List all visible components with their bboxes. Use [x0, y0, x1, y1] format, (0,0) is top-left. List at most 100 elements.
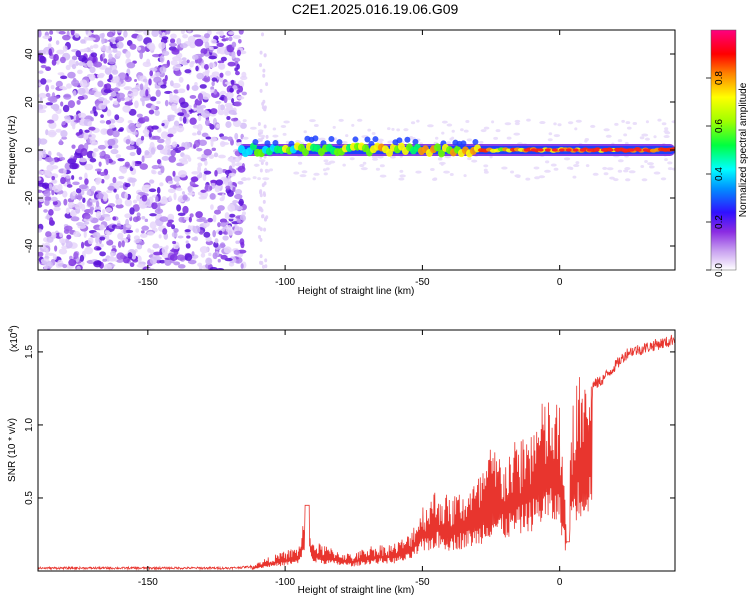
colorbar-tick-label: 0.4 [714, 167, 725, 181]
noise-speck [38, 195, 46, 203]
noise-speck [151, 164, 160, 170]
noise-speck [211, 77, 218, 82]
noise-speck [126, 234, 131, 239]
noise-speck [212, 230, 217, 238]
noise-speck [140, 230, 145, 234]
noise-speck [548, 132, 553, 136]
tone-peak [628, 148, 635, 152]
noise-speck [242, 136, 249, 140]
noise-speck [265, 161, 269, 166]
noise-speck [212, 252, 218, 260]
noise-speck [547, 138, 553, 142]
noise-speck [108, 74, 113, 80]
noise-speck [181, 57, 187, 61]
noise-speck [174, 70, 182, 77]
noise-speck [76, 69, 83, 75]
noise-speck [167, 133, 174, 138]
noise-speck [109, 119, 116, 124]
noise-speck [632, 121, 638, 125]
noise-speck [237, 180, 244, 185]
noise-speck [145, 89, 149, 97]
noise-speck [166, 221, 173, 228]
noise-speck [504, 122, 512, 126]
noise-speck [49, 30, 54, 35]
tone-blob [312, 135, 319, 142]
noise-speck [50, 196, 58, 202]
noise-speck [112, 144, 119, 149]
noise-speck [205, 136, 212, 140]
noise-speck [156, 186, 161, 194]
noise-speck [387, 127, 391, 131]
noise-speck [136, 244, 143, 250]
noise-speck [649, 165, 655, 169]
noise-speck [491, 120, 495, 124]
noise-speck [332, 125, 336, 129]
noise-speck [116, 50, 122, 57]
noise-speck [258, 159, 266, 163]
noise-speck [614, 122, 619, 126]
noise-speck [169, 92, 174, 101]
noise-speck [228, 256, 237, 264]
noise-speck [89, 199, 99, 203]
noise-speck [159, 66, 167, 74]
noise-speck [114, 75, 120, 83]
noise-speck [112, 176, 117, 184]
noise-speck [75, 188, 82, 194]
noise-speck [262, 177, 270, 181]
noise-speck [86, 37, 96, 41]
noise-speck [38, 70, 44, 74]
noise-speck [41, 261, 47, 265]
noise-speck [208, 46, 214, 51]
noise-speck [203, 148, 212, 156]
noise-speck [171, 231, 178, 238]
noise-speck [182, 154, 191, 160]
noise-speck [114, 225, 123, 230]
noise-speck [38, 138, 48, 145]
noise-speck [483, 164, 489, 168]
noise-speck [173, 261, 181, 266]
noise-speck [49, 217, 54, 224]
noise-speck [176, 125, 185, 133]
noise-speck [98, 102, 107, 110]
noise-speck [653, 135, 657, 139]
noise-speck [349, 157, 355, 161]
noise-speck [446, 123, 453, 127]
noise-speck [443, 170, 450, 174]
noise-speck [667, 167, 673, 171]
noise-speck [259, 254, 263, 259]
noise-speck [141, 155, 145, 163]
noise-speck [220, 90, 227, 95]
noise-speck [69, 162, 78, 170]
noise-speck [172, 170, 176, 177]
noise-speck [135, 139, 141, 147]
noise-speck [220, 222, 227, 227]
noise-speck [198, 172, 203, 179]
noise-speck [219, 218, 228, 224]
noise-speck [533, 166, 540, 170]
noise-speck [231, 161, 236, 168]
noise-speck [238, 198, 244, 206]
noise-speck [553, 167, 559, 171]
noise-speck [242, 119, 247, 123]
noise-speck [55, 128, 62, 133]
tone-blob [412, 138, 419, 145]
noise-speck [48, 209, 54, 216]
noise-speck [71, 144, 76, 149]
noise-speck [173, 89, 179, 94]
noise-speck [168, 42, 178, 47]
noise-speck [379, 164, 385, 168]
noise-speck [62, 190, 68, 198]
noise-speck [113, 87, 119, 93]
snr-x-tick-label: 0 [557, 577, 563, 588]
noise-speck [322, 168, 327, 172]
colorbar-tick-label: 0.8 [714, 71, 725, 85]
spectrogram-x-tick-label: -50 [415, 277, 430, 288]
noise-speck [215, 100, 222, 105]
noise-speck [399, 174, 406, 178]
noise-speck [84, 163, 94, 171]
noise-speck [623, 169, 629, 173]
noise-speck [390, 155, 396, 159]
noise-speck [166, 30, 171, 35]
noise-speck [134, 30, 144, 33]
noise-speck [151, 135, 161, 140]
